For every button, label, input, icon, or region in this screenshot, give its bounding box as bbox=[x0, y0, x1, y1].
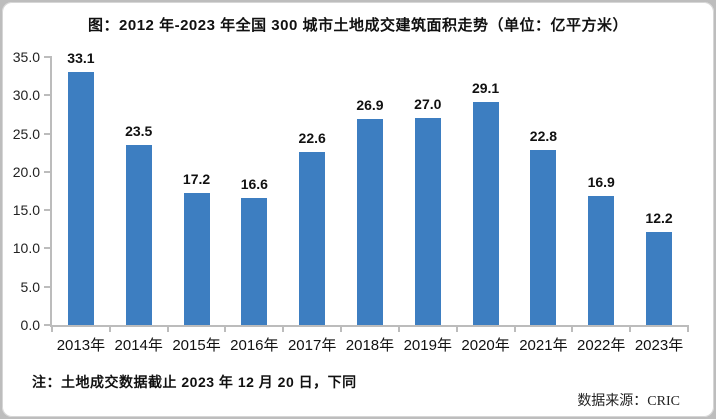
bar-slot: 29.1 bbox=[457, 57, 515, 325]
bar bbox=[299, 151, 326, 325]
x-axis-labels: 2013年 2014年 2015年 2016年 2017年 2018年 2019年 2020年… bbox=[52, 334, 688, 355]
bar-value-label: 33.1 bbox=[67, 49, 95, 66]
bar-slot: 16.9 bbox=[572, 57, 630, 325]
bar bbox=[414, 118, 441, 325]
bar-slot: 33.1 bbox=[52, 50, 110, 325]
x-axis-label: 2015年 bbox=[172, 337, 221, 354]
bar-slot: 16.6 bbox=[225, 57, 283, 325]
bar bbox=[183, 193, 210, 325]
bar-slot: 17.2 bbox=[168, 57, 226, 325]
y-axis-tick-label: 10.0 bbox=[12, 240, 40, 257]
data-source: 数据来源：CRIC bbox=[577, 394, 680, 409]
y-axis-tick bbox=[44, 56, 52, 58]
x-axis-label: 2017年 bbox=[287, 337, 337, 354]
y-axis-tick-label: 30.0 bbox=[12, 87, 40, 104]
y-axis-tick bbox=[44, 132, 52, 135]
bar-value-label: 12.2 bbox=[645, 209, 673, 226]
x-axis-tick bbox=[687, 325, 689, 332]
x-axis-tick bbox=[571, 325, 574, 332]
footnote: 注：土地成交数据截止 2023 年 12 月 20 日，下同 bbox=[32, 374, 357, 390]
bar bbox=[241, 197, 268, 325]
x-axis-tick bbox=[629, 325, 632, 332]
bar-value-label: 29.1 bbox=[471, 80, 500, 97]
x-axis-tick bbox=[513, 325, 516, 332]
y-axis-tick bbox=[44, 94, 52, 97]
bar-chart: 33.1 23.5 17.2 16.6 22.6 26.9 27.0 29.1 22.8 16.9… bbox=[13, 49, 689, 354]
x-axis-label: 2021年 bbox=[519, 337, 568, 354]
y-axis-tick-label: 25.0 bbox=[12, 125, 40, 142]
bar bbox=[472, 102, 499, 325]
x-axis-tick bbox=[340, 325, 343, 332]
bar-slot: 12.2 bbox=[630, 57, 688, 325]
bar bbox=[125, 145, 152, 325]
bar-value-label: 23.5 bbox=[125, 123, 153, 140]
bar-slot: 27.0 bbox=[399, 57, 457, 325]
y-axis-tick bbox=[44, 209, 52, 212]
x-axis-tick bbox=[224, 325, 227, 332]
y-axis-tick-label: 35.0 bbox=[12, 49, 40, 65]
y-axis-tick-label: 15.0 bbox=[12, 202, 40, 219]
bar-value-label: 22.8 bbox=[529, 128, 558, 145]
bar-value-label: 16.6 bbox=[240, 175, 268, 192]
chart-title: 图：2012 年-2023 年全国 300 城市土地成交建筑面积走势（单位：亿平… bbox=[88, 17, 628, 34]
y-axis-tick-label: 0.0 bbox=[20, 317, 40, 333]
bar-slot: 26.9 bbox=[341, 57, 399, 325]
bar-value-label: 16.9 bbox=[587, 173, 615, 190]
x-axis-label: 2016年 bbox=[230, 337, 279, 354]
y-axis-tick bbox=[44, 285, 52, 288]
x-axis-tick bbox=[51, 325, 53, 332]
y-axis-tick-label: 5.0 bbox=[20, 278, 40, 295]
bar-slot: 22.6 bbox=[283, 57, 341, 325]
x-axis-tick bbox=[397, 325, 400, 332]
x-axis-tick bbox=[455, 325, 458, 332]
bar-slot: 22.8 bbox=[515, 57, 573, 325]
plot-area: 33.1 23.5 17.2 16.6 22.6 26.9 27.0 29.1 22.8 16.9… bbox=[13, 49, 689, 354]
y-axis-tick bbox=[44, 324, 52, 326]
x-axis-label: 2019年 bbox=[403, 337, 452, 354]
bar bbox=[67, 71, 94, 325]
bar-value-label: 17.2 bbox=[182, 171, 211, 188]
x-axis-label: 2020年 bbox=[461, 337, 510, 354]
bar bbox=[530, 150, 557, 325]
x-axis-tick bbox=[282, 325, 285, 332]
y-axis-tick bbox=[44, 247, 52, 250]
bar-slot: 23.5 bbox=[110, 57, 168, 325]
x-axis-tick bbox=[108, 325, 111, 332]
y-axis-tick bbox=[44, 170, 52, 173]
bars-container: 33.1 23.5 17.2 16.6 22.6 26.9 27.0 29.1 22.8 16.9… bbox=[52, 50, 688, 325]
x-axis-label: 2018年 bbox=[345, 337, 395, 354]
x-axis-label: 2013年 bbox=[56, 337, 106, 354]
x-axis-label: 2014年 bbox=[114, 337, 163, 354]
x-axis-label: 2023年 bbox=[634, 337, 684, 354]
bar bbox=[646, 231, 673, 325]
bar-value-label: 22.6 bbox=[298, 129, 326, 146]
bar-value-label: 27.0 bbox=[414, 96, 442, 113]
x-axis-tick bbox=[166, 325, 169, 332]
x-axis-label: 2022年 bbox=[577, 337, 626, 354]
bar-value-label: 26.9 bbox=[356, 97, 384, 114]
bar bbox=[356, 119, 383, 325]
y-axis-tick-label: 20.0 bbox=[12, 163, 40, 180]
bar bbox=[588, 195, 615, 325]
